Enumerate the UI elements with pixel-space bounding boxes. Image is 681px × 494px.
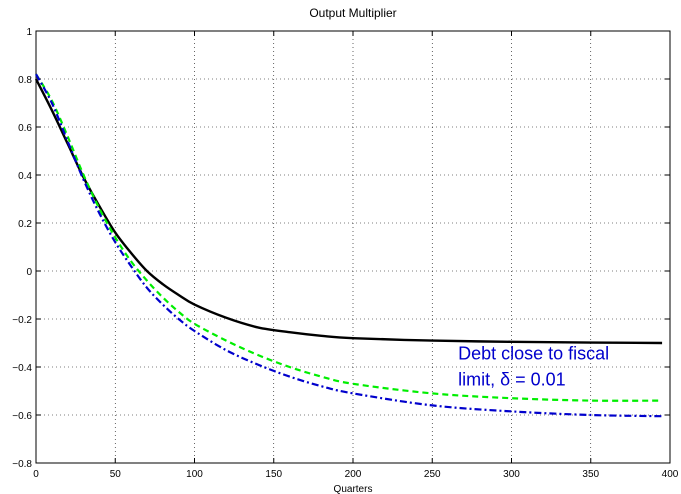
y-tick-label: 0 [26,267,32,278]
x-tick-label: 100 [186,469,203,480]
x-tick-label: 400 [662,469,679,480]
y-tick-label: 0.6 [18,123,32,134]
x-tick-label: 200 [345,469,362,480]
annotation-delta-symbol: δ [500,369,510,389]
x-tick-label: 50 [110,469,122,480]
y-tick-label: −0.2 [12,315,32,326]
x-tick-labels: 0 50 100 150 200 250 300 350 400 [33,469,679,480]
chart-title: Output Multiplier [309,6,396,20]
axis-ticks [35,30,671,464]
grid-lines [36,31,670,463]
x-tick-label: 300 [503,469,520,480]
annotation-line-2: limit, δ = 0.01 [458,369,566,389]
series-line-3-dashdot [35,73,663,418]
y-tick-label: 0.2 [18,219,32,230]
x-tick-label: 350 [582,469,599,480]
y-tick-label: 0.4 [18,171,32,182]
x-axis-label: Quarters [334,484,373,494]
annotation-line-2-prefix: limit, [458,369,500,389]
x-tick-label: 250 [424,469,441,480]
series-lines [34,73,663,418]
annotation: Debt close to fiscal limit, δ = 0.01 [458,343,609,389]
series-line-1-solid [34,78,663,345]
y-tick-label: 1 [26,27,32,38]
y-tick-label: −0.6 [12,411,32,422]
y-tick-label: −0.4 [12,363,32,374]
x-tick-label: 150 [265,469,282,480]
y-tick-label: 0.8 [18,75,32,86]
y-tick-labels: −0.8 −0.6 −0.4 −0.2 0 0.2 0.4 0.6 0.8 1 [12,27,32,470]
y-tick-label: −0.8 [12,459,32,470]
x-tick-label: 0 [33,469,39,480]
annotation-line-2-suffix: = 0.01 [510,369,566,389]
annotation-line-1: Debt close to fiscal [458,343,609,363]
series-line-2-dashed [35,73,663,402]
